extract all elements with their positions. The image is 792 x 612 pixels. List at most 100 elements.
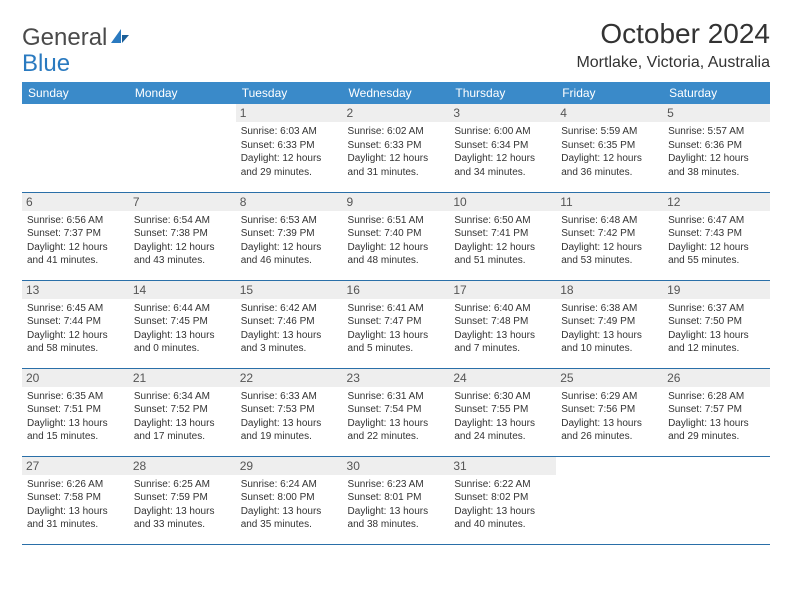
- sunrise-text: Sunrise: 6:34 AM: [134, 391, 210, 402]
- sunrise-text: Sunrise: 6:47 AM: [668, 215, 744, 226]
- calendar-cell: [663, 456, 770, 544]
- day-detail-text: Sunrise: 6:34 AMSunset: 7:52 PMDaylight:…: [134, 390, 231, 444]
- calendar-cell: 9 Sunrise: 6:51 AMSunset: 7:40 PMDaylight…: [343, 192, 450, 280]
- calendar-body: 1 Sunrise: 6:03 AM Sunset: 6:33 PM Daylight…: [22, 104, 770, 544]
- sunset-text: Sunset: 7:52 PM: [134, 404, 208, 415]
- sunset-text: Sunset: 7:41 PM: [454, 228, 528, 239]
- calendar-week-row: 13Sunrise: 6:45 AMSunset: 7:44 PMDayligh…: [22, 280, 770, 368]
- daylight-text: Daylight: 13 hours and 5 minutes.: [348, 330, 429, 355]
- day-detail-text: Sunrise: 6:48 AMSunset: 7:42 PMDaylight:…: [561, 214, 658, 268]
- sunrise-text: Sunrise: 6:03 AM: [241, 126, 317, 137]
- day-detail-text: Sunrise: 5:57 AMSunset: 6:36 PMDaylight:…: [668, 125, 765, 179]
- daylight-text: Daylight: 12 hours and 48 minutes.: [348, 242, 429, 267]
- day-header: Wednesday: [343, 82, 450, 104]
- calendar-cell: 13Sunrise: 6:45 AMSunset: 7:44 PMDayligh…: [22, 280, 129, 368]
- daylight-text: Daylight: 13 hours and 24 minutes.: [454, 418, 535, 443]
- calendar-cell: 19Sunrise: 6:37 AMSunset: 7:50 PMDayligh…: [663, 280, 770, 368]
- day-number: 12: [663, 193, 770, 211]
- calendar-cell: 22 Sunrise: 6:33 AM Sunset: 7:53 PM Dayligh…: [236, 368, 343, 456]
- day-number: 28: [129, 457, 236, 475]
- sunset-text: Sunset: 6:33 PM: [241, 140, 315, 151]
- day-detail-text: Sunrise: 6:35 AMSunset: 7:51 PMDaylight:…: [27, 390, 124, 444]
- sunrise-text: Sunrise: 6:31 AM: [348, 391, 424, 402]
- sunset-text: Sunset: 7:50 PM: [668, 316, 742, 327]
- day-number: 22: [236, 369, 343, 387]
- sunrise-text: Sunrise: 6:35 AM: [27, 391, 103, 402]
- daylight-text: Daylight: 13 hours and 40 minutes.: [454, 506, 535, 531]
- calendar-cell: 5 Sunrise: 5:57 AMSunset: 6:36 PMDaylight…: [663, 104, 770, 192]
- day-number: 18: [556, 281, 663, 299]
- daylight-text: Daylight: 12 hours and 41 minutes.: [27, 242, 108, 267]
- daylight-text: Daylight: 12 hours and 53 minutes.: [561, 242, 642, 267]
- day-detail-text: Sunrise: 6:37 AMSunset: 7:50 PMDaylight:…: [668, 302, 765, 356]
- calendar-cell: 1Sunrise: 6:03 AMSunset: 6:33 PMDaylight…: [236, 104, 343, 192]
- sunrise-text: Sunrise: 5:57 AM: [668, 126, 744, 137]
- day-number: 27: [22, 457, 129, 475]
- daylight-text: Daylight: 13 hours and 33 minutes.: [134, 506, 215, 531]
- daylight-text: Daylight: 12 hours and 34 minutes.: [454, 153, 535, 178]
- day-number: 1: [236, 104, 343, 122]
- day-number: 25: [556, 369, 663, 387]
- sunrise-text: Sunrise: 6:02 AM: [348, 126, 424, 137]
- daylight-text: Daylight: 12 hours and 58 minutes.: [27, 330, 108, 355]
- day-detail-text: Sunrise: 6:23 AMSunset: 8:01 PMDaylight:…: [348, 478, 445, 532]
- sunset-text: Sunset: 7:54 PM: [348, 404, 422, 415]
- sunset-text: Sunset: 7:57 PM: [668, 404, 742, 415]
- sunrise-text: Sunrise: 6:40 AM: [454, 303, 530, 314]
- daylight-text: Daylight: 13 hours and 35 minutes.: [241, 506, 322, 531]
- day-number: 30: [343, 457, 450, 475]
- day-number: 21: [129, 369, 236, 387]
- sunrise-text: Sunrise: 6:33 AM: [241, 391, 317, 402]
- calendar-cell: 27Sunrise: 6:26 AMSunset: 7:58 PMDayligh…: [22, 456, 129, 544]
- sunset-text: Sunset: 7:49 PM: [561, 316, 635, 327]
- calendar-cell: 28Sunrise: 6:25 AMSunset: 7:59 PMDayligh…: [129, 456, 236, 544]
- day-number: 9: [343, 193, 450, 211]
- sunrise-text: Sunrise: 6:22 AM: [454, 479, 530, 490]
- day-number: 5: [663, 104, 770, 122]
- day-detail-text: Sunrise: 6:53 AMSunset: 7:39 PMDaylight:…: [241, 214, 338, 268]
- calendar-cell: 10Sunrise: 6:50 AMSunset: 7:41 PMDayligh…: [449, 192, 556, 280]
- calendar-cell: 7Sunrise: 6:54 AMSunset: 7:38 PMDaylight…: [129, 192, 236, 280]
- day-number: 31: [449, 457, 556, 475]
- calendar-week-row: 20 Sunrise: 6:35 AMSunset: 7:51 PMDayligh…: [22, 368, 770, 456]
- daylight-text: Daylight: 12 hours and 38 minutes.: [668, 153, 749, 178]
- sunrise-text: Sunrise: 6:26 AM: [27, 479, 103, 490]
- calendar-table: Sunday Monday Tuesday Wednesday Thursday…: [22, 82, 770, 545]
- day-detail-text: Sunrise: 6:30 AMSunset: 7:55 PMDaylight:…: [454, 390, 551, 444]
- sunset-text: Sunset: 8:01 PM: [348, 492, 422, 503]
- daylight-text: Daylight: 13 hours and 31 minutes.: [27, 506, 108, 531]
- sunrise-text: Sunrise: 6:45 AM: [27, 303, 103, 314]
- day-header: Tuesday: [236, 82, 343, 104]
- calendar-cell: 6Sunrise: 6:56 AMSunset: 7:37 PMDaylight…: [22, 192, 129, 280]
- day-number: 24: [449, 369, 556, 387]
- sunset-text: Sunset: 7:42 PM: [561, 228, 635, 239]
- calendar-header-row: Sunday Monday Tuesday Wednesday Thursday…: [22, 82, 770, 104]
- calendar-cell: 30 Sunrise: 6:23 AMSunset: 8:01 PMDayligh…: [343, 456, 450, 544]
- day-detail-text: Sunrise: 6:47 AMSunset: 7:43 PMDaylight:…: [668, 214, 765, 268]
- sunrise-text: Sunrise: 6:53 AM: [241, 215, 317, 226]
- daylight-text: Daylight: 13 hours and 12 minutes.: [668, 330, 749, 355]
- daylight-text: Daylight: 13 hours and 3 minutes.: [241, 330, 322, 355]
- calendar-cell: 18Sunrise: 6:38 AMSunset: 7:49 PMDayligh…: [556, 280, 663, 368]
- day-number: 20: [22, 369, 129, 387]
- sunrise-text: Sunrise: 6:29 AM: [561, 391, 637, 402]
- day-detail-text: Sunrise: 6:02 AMSunset: 6:33 PMDaylight:…: [348, 125, 445, 179]
- day-detail-text: Sunrise: 6:51 AMSunset: 7:40 PMDaylight:…: [348, 214, 445, 268]
- calendar-cell: 25Sunrise: 6:29 AMSunset: 7:56 PMDayligh…: [556, 368, 663, 456]
- sunrise-text: Sunrise: 6:28 AM: [668, 391, 744, 402]
- sunset-text: Sunset: 7:46 PM: [241, 316, 315, 327]
- day-number: 13: [22, 281, 129, 299]
- sunset-text: Sunset: 6:34 PM: [454, 140, 528, 151]
- logo-text-blue: Blue: [22, 50, 70, 77]
- calendar-cell: 8Sunrise: 6:53 AMSunset: 7:39 PMDaylight…: [236, 192, 343, 280]
- title-block: October 2024 Mortlake, Victoria, Austral…: [576, 18, 770, 72]
- daylight-text: Daylight: 13 hours and 22 minutes.: [348, 418, 429, 443]
- day-number: 3: [449, 104, 556, 122]
- sunset-text: Sunset: 7:53 PM: [241, 404, 315, 415]
- daylight-text: Daylight: 13 hours and 19 minutes.: [241, 418, 322, 443]
- calendar-cell: 11Sunrise: 6:48 AMSunset: 7:42 PMDayligh…: [556, 192, 663, 280]
- calendar-cell: 29Sunrise: 6:24 AMSunset: 8:00 PMDayligh…: [236, 456, 343, 544]
- day-detail-text: Sunrise: 6:44 AMSunset: 7:45 PMDaylight:…: [134, 302, 231, 356]
- day-detail-text: Sunrise: 5:59 AMSunset: 6:35 PMDaylight:…: [561, 125, 658, 179]
- day-detail-text: Sunrise: 6:28 AMSunset: 7:57 PMDaylight:…: [668, 390, 765, 444]
